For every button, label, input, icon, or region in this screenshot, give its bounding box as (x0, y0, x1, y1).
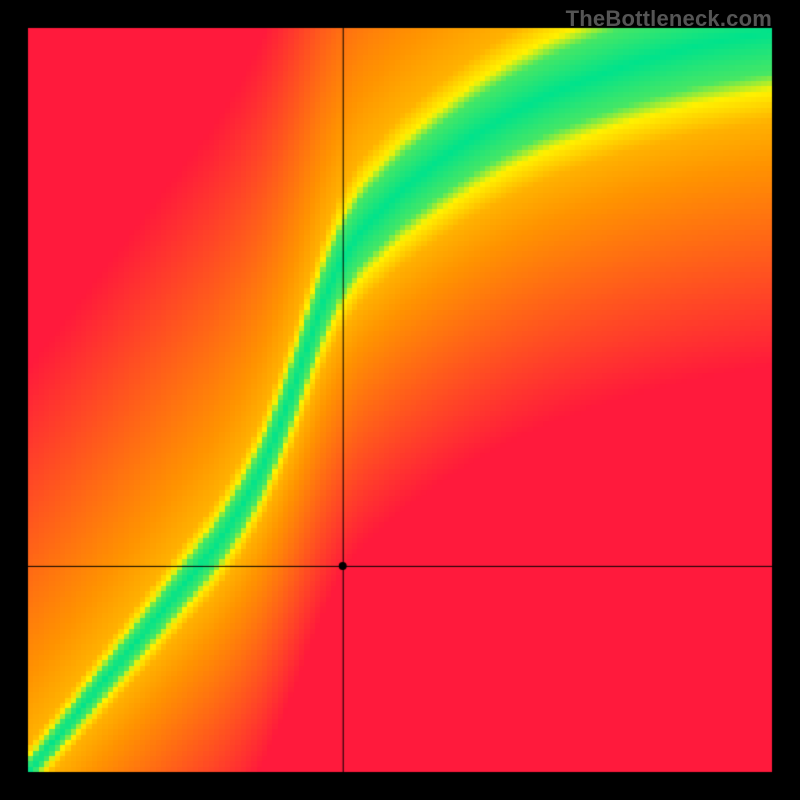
watermark-text: TheBottleneck.com (566, 6, 772, 32)
bottleneck-heatmap (0, 0, 800, 800)
bottleneck-chart-container: { "watermark": { "text": "TheBottleneck.… (0, 0, 800, 800)
